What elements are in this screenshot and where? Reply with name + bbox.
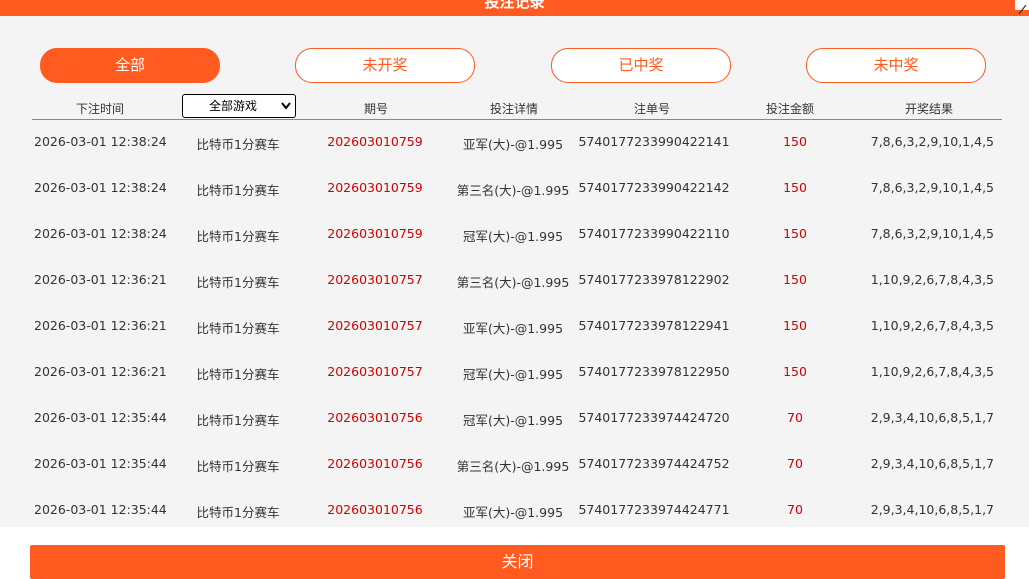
column-header: 投注详情 — [489, 102, 538, 116]
filter-tab[interactable]: 未开奖 — [295, 48, 475, 83]
bet-time: 2026-03-01 12:38:24 — [34, 134, 167, 149]
game-name: 比特币1分赛车 — [196, 459, 280, 474]
issue-number: 202603010759 — [327, 180, 423, 195]
order-number: 5740177233974424752 — [578, 456, 730, 471]
draw-result: 2,9,3,4,10,6,8,5,1,7 — [870, 456, 994, 471]
close-icon-glyph — [1018, 4, 1027, 15]
bet-time: 2026-03-01 12:36:21 — [34, 272, 167, 287]
bet-time: 2026-03-01 12:35:44 — [34, 410, 167, 425]
order-number: 5740177233978122902 — [578, 272, 730, 287]
column-header: 开奖结果 — [904, 102, 953, 116]
issue-number: 202603010757 — [327, 272, 423, 287]
draw-result: 7,8,6,3,2,9,10,1,4,5 — [870, 134, 994, 149]
bet-amount: 70 — [787, 502, 803, 517]
content-panel — [0, 16, 1029, 527]
order-number: 5740177233974424720 — [578, 410, 730, 425]
issue-number: 202603010757 — [327, 318, 423, 333]
filter-tab[interactable]: 全部 — [40, 48, 220, 83]
bet-amount: 70 — [787, 410, 803, 425]
title-bar: 投注记录 — [0, 0, 1029, 16]
bet-time: 2026-03-01 12:35:44 — [34, 502, 167, 517]
bet-detail: 冠军(大)-@1.995 — [462, 229, 564, 244]
game-name: 比特币1分赛车 — [196, 505, 280, 520]
dialog-title: 投注记录 — [484, 0, 545, 11]
close-icon[interactable] — [1015, 0, 1029, 15]
draw-result: 7,8,6,3,2,9,10,1,4,5 — [870, 226, 994, 241]
game-name: 比特币1分赛车 — [196, 321, 280, 336]
filter-tab[interactable]: 已中奖 — [551, 48, 731, 83]
game-name: 比特币1分赛车 — [196, 183, 280, 198]
bet-detail: 亚军(大)-@1.995 — [462, 321, 564, 336]
issue-number: 202603010757 — [327, 364, 423, 379]
draw-result: 1,10,9,2,6,7,8,4,3,5 — [870, 272, 994, 287]
order-number: 5740177233974424771 — [578, 502, 730, 517]
bet-detail: 第三名(大)-@1.995 — [456, 459, 570, 474]
game-name: 比特币1分赛车 — [196, 229, 280, 244]
bet-detail: 冠军(大)-@1.995 — [462, 413, 564, 428]
bet-detail: 第三名(大)-@1.995 — [456, 183, 570, 198]
bet-detail: 亚军(大)-@1.995 — [462, 505, 564, 520]
bet-amount: 150 — [783, 364, 807, 379]
column-header: 期号 — [363, 102, 388, 116]
order-number: 5740177233978122950 — [578, 364, 730, 379]
bet-amount: 150 — [783, 134, 807, 149]
header-divider — [32, 119, 1002, 120]
draw-result: 2,9,3,4,10,6,8,5,1,7 — [870, 502, 994, 517]
draw-result: 7,8,6,3,2,9,10,1,4,5 — [870, 180, 994, 195]
bet-detail: 冠军(大)-@1.995 — [462, 367, 564, 382]
order-number: 5740177233978122941 — [578, 318, 730, 333]
issue-number: 202603010759 — [327, 134, 423, 149]
bet-amount: 150 — [783, 180, 807, 195]
bet-detail: 第三名(大)-@1.995 — [456, 275, 570, 290]
bet-time: 2026-03-01 12:36:21 — [34, 364, 167, 379]
bet-time: 2026-03-01 12:36:21 — [34, 318, 167, 333]
game-name: 比特币1分赛车 — [196, 367, 280, 382]
game-name: 比特币1分赛车 — [196, 275, 280, 290]
bet-amount: 150 — [783, 226, 807, 241]
column-header: 投注金额 — [765, 102, 814, 116]
order-number: 5740177233990422141 — [578, 134, 730, 149]
issue-number: 202603010756 — [327, 456, 423, 471]
filter-tab[interactable]: 未中奖 — [806, 48, 986, 83]
draw-result: 1,10,9,2,6,7,8,4,3,5 — [870, 318, 994, 333]
game-name: 比特币1分赛车 — [196, 413, 280, 428]
draw-result: 1,10,9,2,6,7,8,4,3,5 — [870, 364, 994, 379]
close-button[interactable]: 关闭 — [30, 545, 1005, 579]
select-label: 全部游戏 — [209, 99, 258, 113]
game-select[interactable]: 全部游戏 — [182, 94, 296, 118]
bet-time: 2026-03-01 12:38:24 — [34, 180, 167, 195]
issue-number: 202603010759 — [327, 226, 423, 241]
column-header: 注单号 — [633, 102, 670, 116]
issue-number: 202603010756 — [327, 502, 423, 517]
issue-number: 202603010756 — [327, 410, 423, 425]
draw-result: 2,9,3,4,10,6,8,5,1,7 — [870, 410, 994, 425]
bet-amount: 150 — [783, 272, 807, 287]
bet-time: 2026-03-01 12:38:24 — [34, 226, 167, 241]
bet-amount: 70 — [787, 456, 803, 471]
bet-time: 2026-03-01 12:35:44 — [34, 456, 167, 471]
order-number: 5740177233990422142 — [578, 180, 730, 195]
bet-detail: 亚军(大)-@1.995 — [462, 137, 564, 152]
game-name: 比特币1分赛车 — [196, 137, 280, 152]
select-caret — [281, 102, 291, 110]
column-header: 下注时间 — [75, 102, 124, 116]
order-number: 5740177233990422110 — [578, 226, 730, 241]
bet-amount: 150 — [783, 318, 807, 333]
